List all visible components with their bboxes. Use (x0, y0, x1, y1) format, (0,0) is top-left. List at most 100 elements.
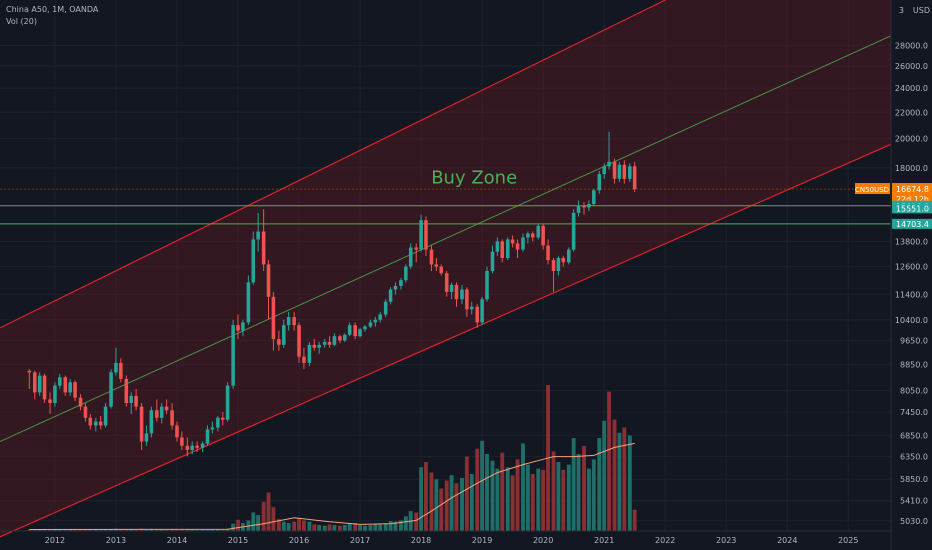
channel-middle-line (0, 35, 892, 442)
y-tick-label: 24000.0 (895, 84, 928, 93)
symbol-title[interactable]: China A50, 1M, OANDA (6, 5, 99, 14)
candle-body (220, 417, 225, 420)
volume-bar (586, 468, 591, 531)
candle-body (449, 284, 454, 292)
candle-body (521, 237, 525, 250)
volume-indicator-title[interactable]: Vol (20) (6, 17, 37, 26)
scale-icon[interactable]: 3 (899, 6, 904, 15)
volume-bar (627, 435, 632, 531)
volume-bar (78, 529, 83, 531)
candle-body (327, 341, 332, 345)
volume-bar (195, 529, 200, 531)
regression-channel (0, 0, 892, 538)
x-tick-label: 2017 (350, 536, 370, 545)
volume-bar (541, 469, 546, 531)
volume-bar (129, 529, 134, 531)
volume-bar (460, 477, 464, 531)
volume-bar (612, 419, 617, 531)
candle-body (225, 385, 230, 420)
volume-bar (327, 524, 332, 531)
candle-body (475, 306, 480, 323)
volume-bar (632, 509, 637, 531)
volume-bar (200, 529, 205, 531)
volume-bar (561, 469, 566, 531)
candle-body (628, 166, 632, 179)
candle-body (27, 370, 32, 373)
candle-body (48, 399, 52, 403)
candle-body (216, 417, 220, 428)
volume-bar (515, 459, 520, 531)
candle-body (571, 212, 576, 250)
volume-bar (434, 479, 439, 531)
candle-body (241, 322, 245, 331)
volume-bar (322, 525, 327, 531)
candle-body (58, 377, 62, 386)
candle-body (388, 289, 393, 302)
candle-body (88, 417, 93, 426)
volume-bar (591, 459, 596, 531)
volume-bar (317, 525, 322, 531)
volume-bar (52, 529, 57, 531)
volume-bar (159, 529, 164, 531)
x-tick-label: 2018 (411, 536, 431, 545)
candle-body (307, 344, 312, 363)
candle-body (139, 406, 144, 442)
candle-body (205, 429, 210, 444)
volume-bar (251, 512, 256, 531)
candle-body (541, 225, 545, 246)
volume-bar (42, 529, 47, 531)
candle-body (261, 231, 266, 265)
volume-bar (170, 529, 175, 531)
x-tick-label: 2013 (106, 536, 126, 545)
candle-body (434, 264, 439, 267)
volume-bar (276, 519, 281, 531)
volume-bar (225, 528, 230, 531)
candle-body (353, 325, 357, 337)
y-tick-label: 26000.0 (895, 62, 928, 71)
candle-body (480, 299, 484, 323)
candle-body (94, 421, 98, 426)
volume-bar (271, 507, 276, 531)
candle-body (68, 382, 72, 393)
volume-bar (358, 525, 362, 531)
candle-body (592, 190, 596, 204)
candle-body (454, 284, 459, 300)
candle-body (256, 231, 260, 240)
volume-bars (27, 385, 637, 531)
volume-bar (475, 448, 480, 531)
candle-body (561, 257, 566, 263)
x-tick-label: 2022 (655, 536, 675, 545)
volume-bar (98, 529, 103, 531)
candle-body (378, 314, 382, 320)
volume-bar (602, 420, 607, 531)
channel-upper-line (0, 0, 667, 329)
volume-bar (63, 529, 68, 531)
volume-bar (118, 529, 123, 531)
candle-body (383, 301, 388, 315)
volume-bar (419, 467, 424, 531)
candle-body (566, 249, 571, 263)
volume-bar (93, 529, 98, 531)
volume-bar (301, 520, 306, 531)
candle-body (500, 241, 505, 258)
candle-body (37, 375, 42, 393)
candle-body (134, 395, 138, 407)
y-tick-label: 5410.0 (900, 497, 928, 506)
time-axis-labels: 2012 2013 2014 2015 2016 2017 2018 2019 2020 2021… (45, 536, 859, 545)
volume-bar (469, 473, 474, 531)
candle-body (358, 329, 362, 337)
candle-body (393, 285, 398, 290)
channel-lower-line (0, 143, 892, 538)
candle-body (460, 289, 464, 300)
volume-bar (144, 529, 149, 531)
candle-body (632, 166, 637, 190)
volume-bar (378, 523, 383, 531)
candle-body (297, 325, 301, 357)
candle-body (185, 445, 190, 450)
volume-bar (536, 468, 541, 531)
volume-bar (32, 529, 37, 531)
buy-zone-label: Buy Zone (431, 168, 517, 189)
level-badge (892, 218, 932, 229)
